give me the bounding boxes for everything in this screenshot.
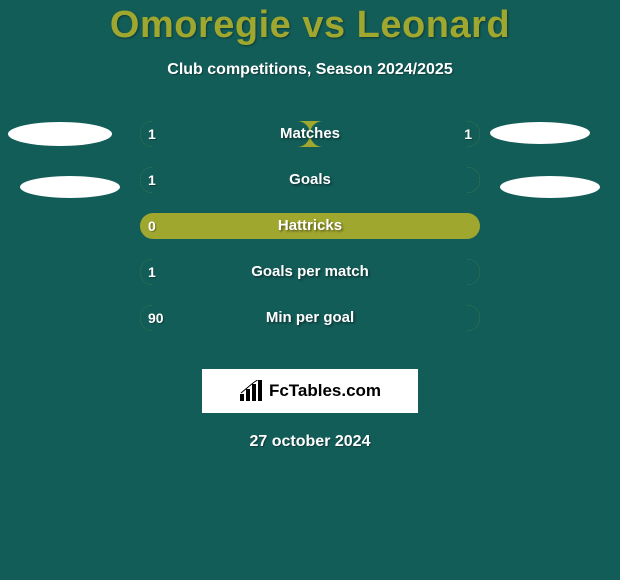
- stat-bar-track: [140, 167, 480, 193]
- comparison-infographic: Omoregie vs Leonard Club competitions, S…: [0, 0, 620, 580]
- stat-bar-track: [140, 259, 480, 285]
- subtitle: Club competitions, Season 2024/2025: [0, 61, 620, 79]
- stat-value-player1: 90: [148, 305, 164, 331]
- stat-bar-fill-player2: [310, 121, 480, 147]
- stats-container: Matches11Goals1Hattricks0Goals per match…: [0, 121, 620, 351]
- bars-icon: [239, 380, 265, 402]
- stat-value-player1: 1: [148, 167, 156, 193]
- stat-row: Min per goal90: [0, 305, 620, 351]
- decorative-ellipse: [8, 122, 112, 146]
- fctables-logo: FcTables.com: [239, 380, 381, 402]
- stat-value-player1: 1: [148, 121, 156, 147]
- decorative-ellipse: [500, 176, 600, 198]
- stat-bar-fill-player1: [140, 259, 480, 285]
- stat-bar-track: [140, 213, 480, 239]
- stat-value-player2: 1: [464, 121, 472, 147]
- logo-text: FcTables.com: [269, 381, 381, 401]
- logo-box: FcTables.com: [202, 369, 418, 413]
- decorative-ellipse: [20, 176, 120, 198]
- stat-row: Hattricks0: [0, 213, 620, 259]
- date-text: 27 october 2024: [0, 433, 620, 451]
- stat-bar-fill-player1: [140, 167, 480, 193]
- stat-bar-track: [140, 305, 480, 331]
- page-title: Omoregie vs Leonard: [0, 4, 620, 47]
- stat-value-player1: 0: [148, 213, 156, 239]
- decorative-ellipse: [490, 122, 590, 144]
- stat-bar-fill-player1: [140, 121, 310, 147]
- stat-bar-fill-player1: [140, 305, 480, 331]
- stat-bar-track: [140, 121, 480, 147]
- stat-value-player1: 1: [148, 259, 156, 285]
- stat-row: Goals per match1: [0, 259, 620, 305]
